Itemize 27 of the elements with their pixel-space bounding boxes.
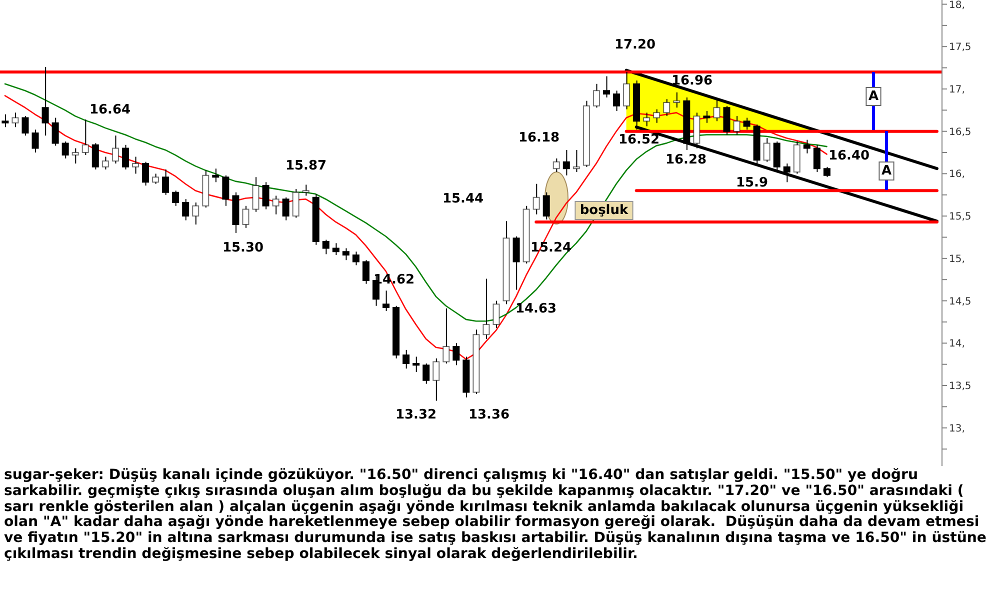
annotation: 13.32: [395, 408, 437, 422]
text: sugar-şeker: Düşüş kanalı içinde gözüküyor. "16.50" direnci çalışmış ki "16.40" dan satışlar geldi. "15.50" ye doğru sarkabilir. geçmişte çıkış sırasında oluşan alım boşluğu da bu şekilde kapanmış olacaktır. "17.20" ve "16.50" arasındaki ( sarı renkle gösterilen alan ) alçalan üçgenin aşağı yönde kırılması teknik anlamda bakılacak olunursa üçgenin yüksekliği olan "A" kadar daha aşağı yönde hareketlenmeye sebep olabilir formasyon gereği olarak. Düşüşün daha da devam etmesi ve fiyatın "15.20" in altına sarkması durumunda ise satış baskısı artabilir. Düşüş kanalının dışına taşma ve 16.50" in üstüne çıkılması trendin değişmesine sebep olabilecek sinyal olarak değerlendirilebilir.: [4, 467, 988, 563]
annotation: 15.44: [442, 192, 484, 206]
annotation: 16.52: [618, 132, 660, 148]
annotation: 15.87: [285, 158, 327, 174]
annotation: 13.36: [468, 408, 510, 422]
y-tick-label: 15,: [949, 254, 965, 265]
y-tick-label: 13,: [949, 423, 965, 434]
y-tick-label: 14,: [949, 338, 965, 350]
y-tick-label: 16,5: [949, 126, 972, 138]
annotation: boşluk: [580, 203, 629, 218]
annotation: 15.30: [222, 240, 264, 256]
annotation: 16.18: [518, 130, 560, 146]
annotation: 17.20: [614, 38, 656, 52]
y-tick-label: 18,: [949, 0, 965, 11]
y-tick-label: 16,: [949, 169, 965, 180]
y-tick-label: 17,5: [949, 42, 972, 54]
annotation: 16.40: [828, 148, 870, 164]
annotation: 14.63: [515, 302, 557, 316]
annotation: 16.28: [665, 152, 707, 168]
y-tick-label: 17,: [949, 84, 965, 96]
annotation: 15.9: [736, 176, 768, 190]
y-tick-label: 13,5: [949, 381, 972, 392]
annotation: 16.64: [89, 102, 131, 118]
y-tick-label: 14,5: [949, 296, 972, 308]
y-tick-label: 15,5: [949, 212, 972, 223]
annotation: 16.96: [671, 74, 713, 88]
